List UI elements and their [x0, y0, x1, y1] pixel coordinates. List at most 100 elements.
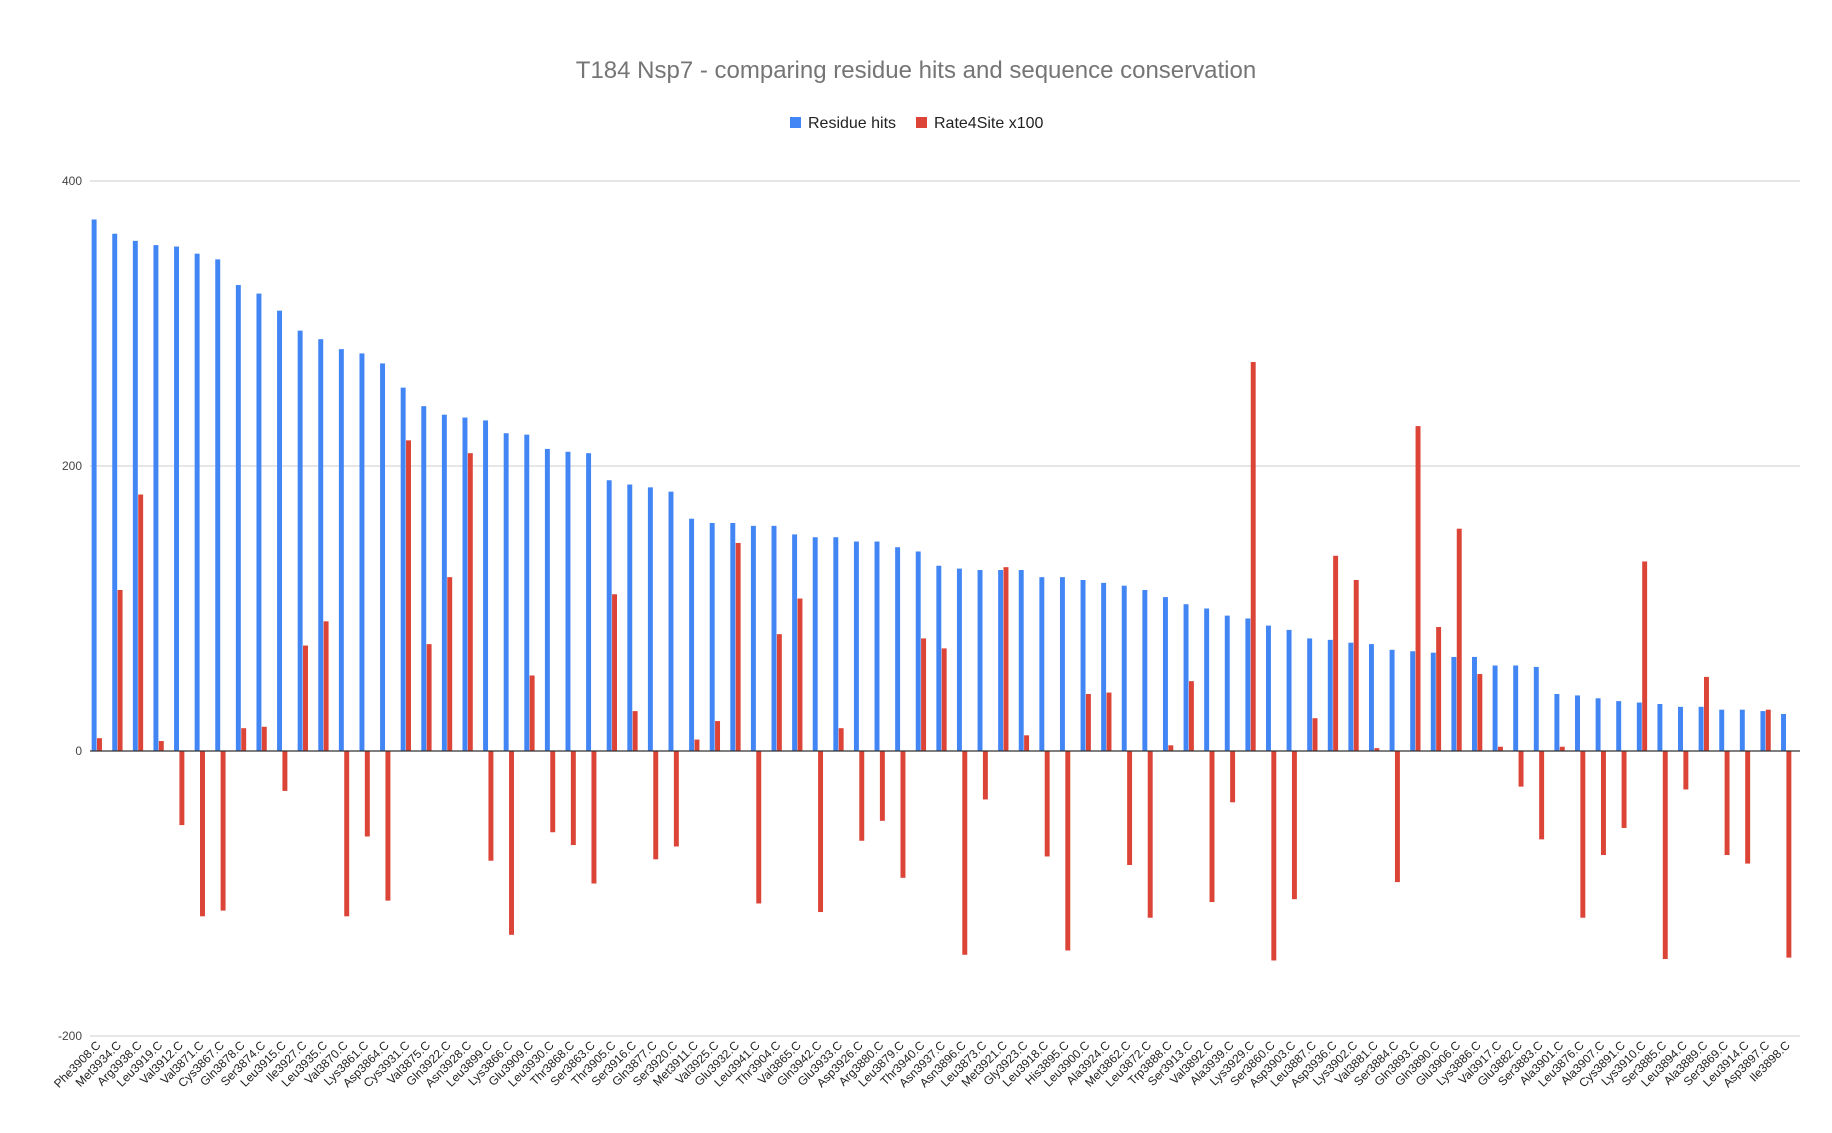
bar-residue-hits [874, 541, 880, 751]
bar-residue-hits [709, 523, 715, 751]
bar-rate4site [406, 440, 411, 751]
bar-residue-hits [1698, 706, 1704, 751]
bar-rate4site [261, 726, 267, 751]
bar-residue-hits [1059, 577, 1065, 751]
bar-rate4site [467, 453, 473, 751]
bar-rate4site [282, 751, 288, 791]
y-tick-label: -200 [58, 1029, 82, 1043]
bar-rate4site [1786, 751, 1792, 958]
bar-rate4site [1209, 751, 1215, 903]
bar-rate4site [1518, 751, 1524, 787]
bar-residue-hits [1678, 706, 1683, 751]
x-axis-ticks: Phe3908.CMet3934.CArg3938.CLeu3919.CVal3… [51, 1038, 1793, 1091]
bar-rate4site [509, 751, 514, 935]
bar-residue-hits [1719, 709, 1725, 751]
bar-rate4site [797, 598, 803, 751]
bar-rate4site [1127, 751, 1133, 865]
bar-residue-hits [297, 330, 303, 751]
bar-rate4site [1250, 361, 1256, 751]
bar-rate4site [612, 594, 618, 751]
bar-rate4site [1497, 746, 1503, 751]
bar-residue-hits [998, 570, 1004, 751]
bar-rate4site [570, 751, 576, 846]
bar-rate4site [1539, 751, 1545, 840]
bar-residue-hits [668, 491, 674, 751]
bar-residue-hits [1760, 711, 1766, 751]
bar-residue-hits [1595, 698, 1601, 751]
bar-residue-hits [812, 537, 818, 751]
bar-residue-hits [1307, 638, 1313, 751]
bar-residue-hits [1121, 585, 1127, 751]
bar-residue-hits [750, 525, 756, 751]
bar-rate4site [1374, 748, 1380, 751]
bar-rate4site [550, 751, 556, 833]
bar-residue-hits [1636, 702, 1642, 751]
bar-residue-hits [153, 245, 159, 751]
bar-residue-hits [586, 453, 592, 751]
chart-title: T184 Nsp7 - comparing residue hits and s… [576, 57, 1256, 84]
bar-residue-hits [1781, 713, 1786, 751]
bar-rate4site [921, 638, 927, 751]
bar-rate4site [1003, 567, 1009, 751]
bar-residue-hits [91, 219, 97, 752]
bar-residue-hits [503, 433, 509, 751]
bar-residue-hits [627, 484, 633, 751]
y-tick-label: 400 [62, 174, 82, 188]
bars [91, 219, 1792, 961]
bar-rate4site [859, 751, 865, 841]
bar-rate4site [1394, 751, 1400, 883]
legend: Residue hits Rate4Site x100 [790, 115, 1044, 132]
bar-rate4site [1724, 751, 1730, 856]
bar-rate4site [1456, 528, 1462, 751]
bar-rate4site [179, 751, 185, 826]
bar-residue-hits [1245, 618, 1251, 751]
bar-residue-hits [544, 448, 550, 751]
bar-rate4site [756, 751, 762, 904]
bar-residue-hits [174, 246, 180, 752]
bar-rate4site [735, 542, 741, 751]
bar-residue-hits [1430, 652, 1436, 751]
bar-rate4site [1271, 751, 1277, 961]
bar-rate4site [385, 751, 391, 901]
bar-rate4site [117, 589, 123, 751]
bar-rate4site [344, 751, 350, 917]
bar-residue-hits [1265, 625, 1271, 751]
bar-rate4site [241, 728, 247, 751]
bar-rate4site [1065, 751, 1071, 951]
bar-residue-hits [895, 547, 901, 751]
bar-residue-hits [1183, 604, 1189, 751]
bar-residue-hits [1410, 651, 1416, 751]
bar-residue-hits [483, 420, 489, 751]
bar-rate4site [1477, 674, 1483, 751]
y-tick-label: 0 [75, 744, 82, 758]
bar-residue-hits [1080, 580, 1086, 751]
bar-residue-hits [1142, 589, 1148, 751]
bar-residue-hits [936, 565, 942, 751]
bar-rate4site [1580, 751, 1586, 918]
bar-residue-hits [380, 363, 386, 751]
bar-rate4site [941, 648, 947, 751]
bar-residue-hits [689, 518, 695, 751]
bar-residue-hits [1739, 709, 1745, 751]
y-tick-label: 200 [62, 459, 82, 473]
bar-residue-hits [1492, 665, 1498, 751]
bar-residue-hits [1286, 629, 1292, 751]
bar-residue-hits [977, 570, 983, 751]
bar-rate4site [1600, 751, 1606, 856]
bar-rate4site [138, 494, 144, 751]
bar-rate4site [97, 738, 102, 751]
bar-rate4site [776, 634, 782, 751]
bar-residue-hits [792, 534, 798, 751]
bar-residue-hits [1389, 649, 1395, 751]
bar-rate4site [1044, 751, 1050, 857]
bar-rate4site [632, 711, 638, 751]
bar-residue-hits [1018, 570, 1024, 751]
legend-label-rate4site: Rate4Site x100 [934, 115, 1044, 132]
bar-residue-hits [1451, 656, 1457, 751]
bar-rate4site [1106, 692, 1112, 751]
bar-rate4site [1662, 751, 1668, 960]
bar-rate4site [1642, 561, 1648, 751]
bar-residue-hits [256, 293, 262, 751]
bar-residue-hits [1348, 642, 1354, 751]
